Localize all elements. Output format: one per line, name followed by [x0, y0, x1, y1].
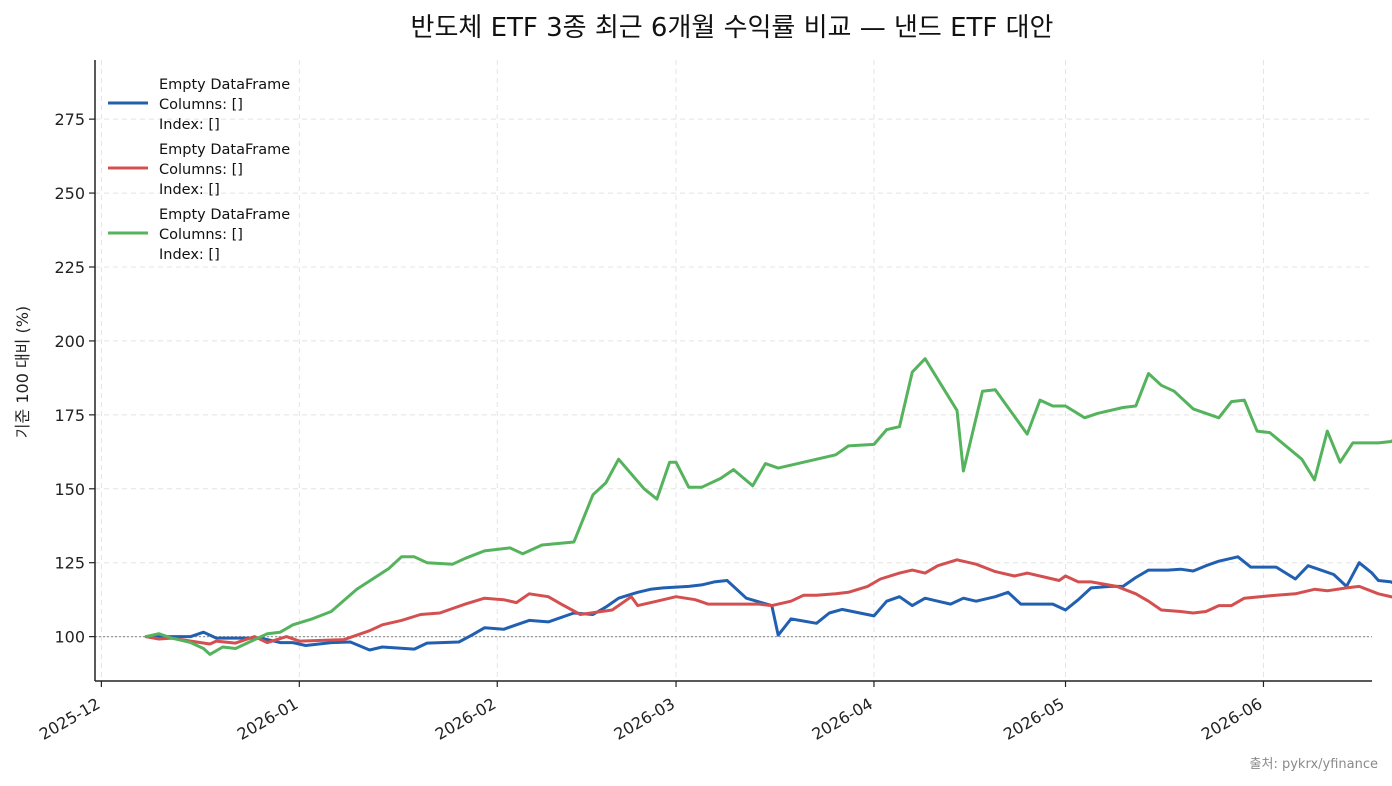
y-tick-label: 100 — [54, 628, 85, 647]
legend-item-1: Empty DataFrame Columns: [] Index: [] — [108, 77, 290, 133]
series-line-1 — [144, 555, 1392, 652]
legend: Empty DataFrame Columns: [] Index: [] Empty… — [108, 77, 290, 263]
series-layer — [144, 357, 1392, 656]
chart-title: 반도체 ETF 3종 최근 6개월 수익률 비교 — 낸드 ETF 대안 — [411, 13, 1054, 43]
y-tick-label: 275 — [54, 110, 85, 129]
x-tick-label: 2025-12 — [36, 694, 103, 744]
legend-item-3: Empty DataFrame Columns: [] Index: [] — [108, 207, 290, 263]
y-tick-label: 225 — [54, 258, 85, 277]
y-axis-label: 기준 100 대비 (%) — [13, 306, 32, 438]
y-tick-label: 200 — [54, 332, 85, 351]
legend-label: Empty DataFrame Columns: [] Index: [] — [159, 207, 290, 263]
series-line-3 — [144, 357, 1392, 656]
y-tick-label: 150 — [54, 480, 85, 499]
series-line-2 — [144, 558, 1392, 646]
x-tick-label: 2026-05 — [1000, 694, 1067, 744]
legend-label: Empty DataFrame Columns: [] Index: [] — [159, 142, 290, 198]
y-tick-label: 250 — [54, 184, 85, 203]
y-tick-label: 175 — [54, 406, 85, 425]
x-tick-label: 2026-03 — [611, 694, 678, 744]
y-ticks: 100 125 150 175 200 225 250 275 — [54, 110, 95, 647]
source-note: 출처: pykrx/yfinance — [1250, 757, 1378, 772]
legend-label: Empty DataFrame Columns: [] Index: [] — [159, 77, 290, 133]
legend-item-2: Empty DataFrame Columns: [] Index: [] — [108, 142, 290, 198]
x-tick-label: 2026-06 — [1198, 694, 1265, 744]
x-tick-label: 2026-04 — [809, 694, 876, 744]
grid — [95, 60, 1372, 681]
x-tick-label: 2026-01 — [234, 694, 301, 744]
x-tick-label: 2026-02 — [432, 694, 499, 744]
x-ticks: 2025-12 2026-01 2026-02 2026-03 2026-04 2026-… — [36, 681, 1265, 744]
y-tick-label: 125 — [54, 554, 85, 573]
